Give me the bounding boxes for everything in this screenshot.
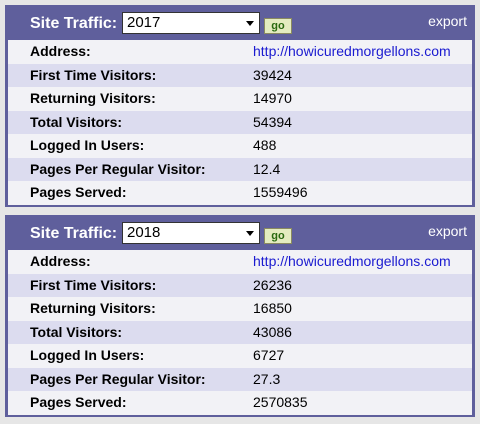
stat-row: Address: http://howicuredmorgellons.com: [8, 40, 472, 64]
stat-label: Address:: [30, 43, 91, 59]
year-select[interactable]: 2017: [122, 12, 260, 34]
stat-label: First Time Visitors:: [30, 276, 157, 293]
stat-label: Pages Served:: [30, 184, 127, 200]
export-link[interactable]: export: [428, 13, 467, 29]
stat-row: Total Visitors: 54394: [8, 110, 472, 134]
panel-header: Site Traffic: 2017 go export: [8, 8, 472, 40]
traffic-panel: Site Traffic: 2017 go export Address: http://…: [5, 5, 475, 207]
dropdown-arrow: [246, 21, 254, 26]
stat-value: 54394: [253, 113, 292, 130]
year-value: 2018: [127, 224, 161, 241]
address-link[interactable]: http://howicuredmorgellons.com: [253, 43, 451, 59]
stat-row: Total Visitors: 43086: [8, 320, 472, 344]
export-link[interactable]: export: [428, 223, 467, 239]
stat-value: 43086: [253, 323, 292, 340]
stat-label: Pages Per Regular Visitor:: [30, 160, 206, 177]
stat-row: Pages Per Regular Visitor: 12.4: [8, 157, 472, 181]
stat-value: 14970: [253, 90, 292, 106]
stat-row: Pages Served: 2570835: [8, 391, 472, 415]
stat-value: 2570835: [253, 394, 308, 410]
panel-title: Site Traffic:: [30, 225, 118, 242]
stat-row: Pages Served: 1559496: [8, 181, 472, 205]
panel-title: Site Traffic:: [30, 15, 118, 32]
stat-row: First Time Visitors: 39424: [8, 63, 472, 87]
address-link[interactable]: http://howicuredmorgellons.com: [253, 253, 451, 269]
dropdown-arrow: [246, 231, 254, 236]
stat-label: Address:: [30, 253, 91, 269]
stat-label: First Time Visitors:: [30, 66, 157, 83]
stat-value: 488: [253, 137, 277, 153]
stat-label: Total Visitors:: [30, 113, 123, 130]
stat-label: Logged In Users:: [30, 137, 145, 153]
stat-row: First Time Visitors: 26236: [8, 273, 472, 297]
stat-value: 16850: [253, 300, 292, 316]
stat-row: Returning Visitors: 14970: [8, 87, 472, 111]
stat-value: 39424: [253, 66, 292, 83]
stat-label: Returning Visitors:: [30, 90, 156, 106]
panel-header: Site Traffic: 2018 go export: [8, 218, 472, 250]
stat-row: Address: http://howicuredmorgellons.com: [8, 250, 472, 274]
stat-label: Pages Per Regular Visitor:: [30, 370, 206, 387]
stat-row: Returning Visitors: 16850: [8, 297, 472, 321]
go-button[interactable]: go: [264, 18, 292, 34]
stat-value: 26236: [253, 276, 292, 293]
stat-row: Logged In Users: 6727: [8, 344, 472, 368]
stat-label: Logged In Users:: [30, 347, 145, 363]
stat-row: Pages Per Regular Visitor: 27.3: [8, 367, 472, 391]
stat-row: Logged In Users: 488: [8, 134, 472, 158]
stat-value: 6727: [253, 347, 285, 363]
stat-value: 27.3: [253, 370, 281, 387]
year-value: 2017: [127, 14, 161, 31]
year-select[interactable]: 2018: [122, 222, 260, 244]
traffic-panel: Site Traffic: 2018 go export Address: http://…: [5, 215, 475, 417]
stat-label: Total Visitors:: [30, 323, 123, 340]
go-button[interactable]: go: [264, 228, 292, 244]
stat-value: 1559496: [253, 184, 308, 200]
stat-label: Pages Served:: [30, 394, 127, 410]
stat-value: 12.4: [253, 160, 281, 177]
stat-label: Returning Visitors:: [30, 300, 156, 316]
